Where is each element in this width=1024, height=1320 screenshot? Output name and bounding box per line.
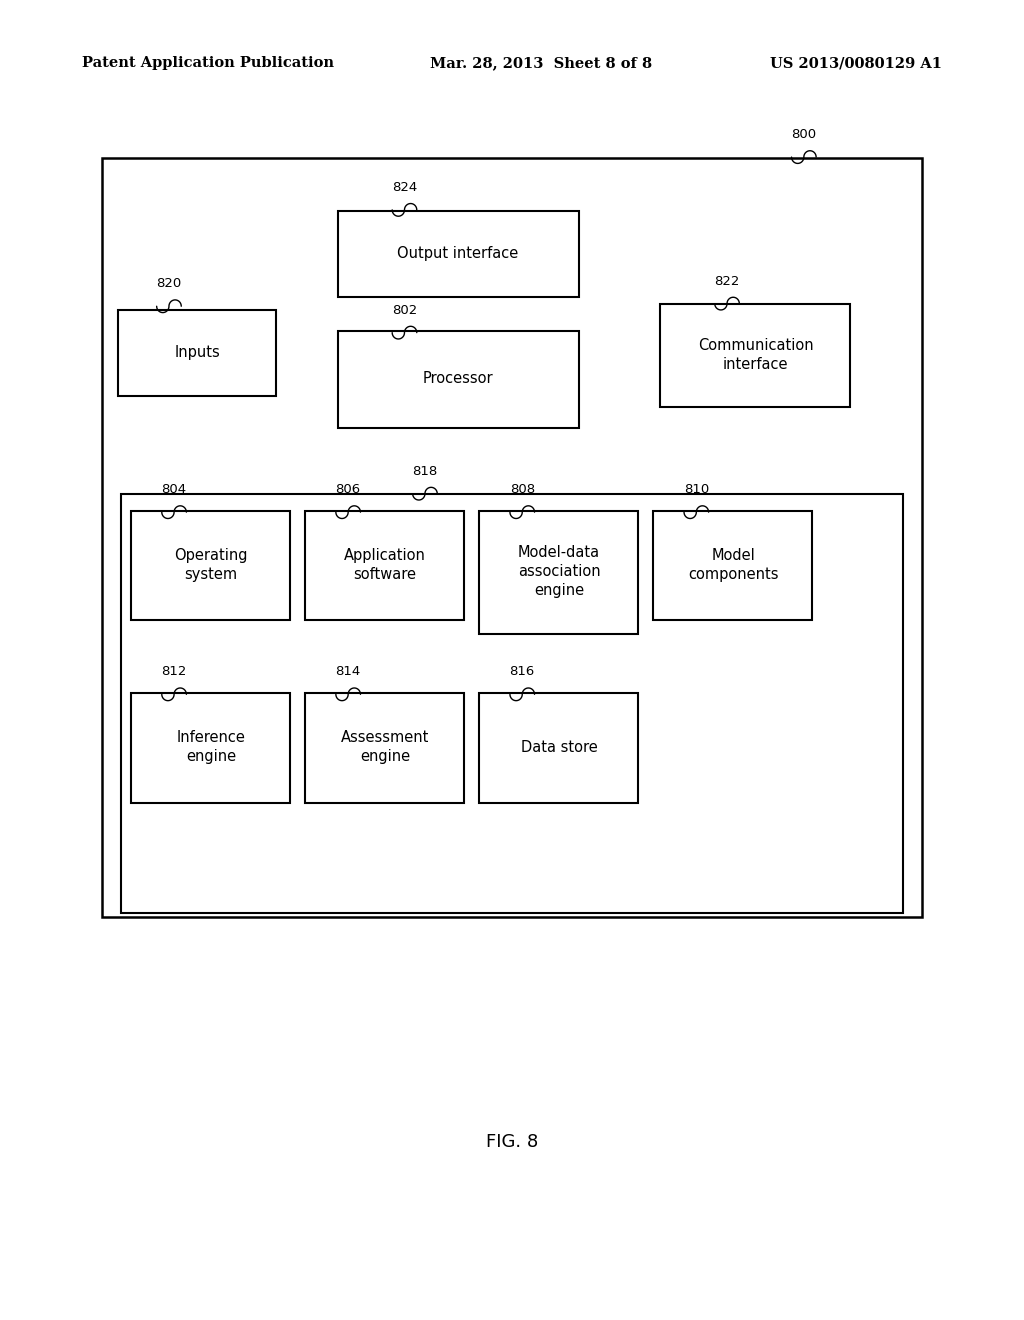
Text: Mar. 28, 2013  Sheet 8 of 8: Mar. 28, 2013 Sheet 8 of 8	[430, 57, 652, 70]
Text: Inference
engine: Inference engine	[176, 730, 246, 764]
Text: Data store: Data store	[521, 739, 597, 755]
Text: Processor: Processor	[423, 371, 493, 387]
Text: 820: 820	[157, 277, 181, 290]
Text: 812: 812	[162, 665, 186, 678]
Bar	[660, 304, 850, 407]
Text: Patent Application Publication: Patent Application Publication	[82, 57, 334, 70]
Text: 824: 824	[392, 181, 417, 194]
Bar	[305, 693, 464, 803]
Bar	[338, 211, 579, 297]
Text: Application
software: Application software	[344, 548, 426, 582]
Bar	[338, 331, 579, 428]
Text: 810: 810	[684, 483, 709, 496]
Text: 804: 804	[162, 483, 186, 496]
Text: Assessment
engine: Assessment engine	[341, 730, 429, 764]
Text: Model-data
association
engine: Model-data association engine	[518, 545, 600, 598]
Text: 816: 816	[510, 665, 535, 678]
Text: Operating
system: Operating system	[174, 548, 248, 582]
Bar	[121, 494, 903, 913]
Bar	[479, 693, 638, 803]
Text: Output interface: Output interface	[397, 246, 518, 261]
Text: Model
components: Model components	[688, 548, 778, 582]
Bar	[479, 511, 638, 634]
Text: 808: 808	[510, 483, 535, 496]
Text: 802: 802	[392, 304, 417, 317]
Text: 806: 806	[336, 483, 360, 496]
Text: Communication
interface: Communication interface	[698, 338, 813, 372]
Bar	[653, 511, 812, 620]
Text: 822: 822	[715, 275, 739, 288]
Text: 814: 814	[336, 665, 360, 678]
Text: FIG. 8: FIG. 8	[485, 1133, 539, 1151]
Text: Inputs: Inputs	[175, 345, 220, 360]
Bar	[131, 693, 290, 803]
Bar	[305, 511, 464, 620]
Bar	[118, 310, 276, 396]
Text: US 2013/0080129 A1: US 2013/0080129 A1	[770, 57, 942, 70]
Bar	[102, 158, 922, 917]
Text: 800: 800	[792, 128, 816, 141]
Bar	[131, 511, 290, 620]
Text: 818: 818	[413, 465, 437, 478]
